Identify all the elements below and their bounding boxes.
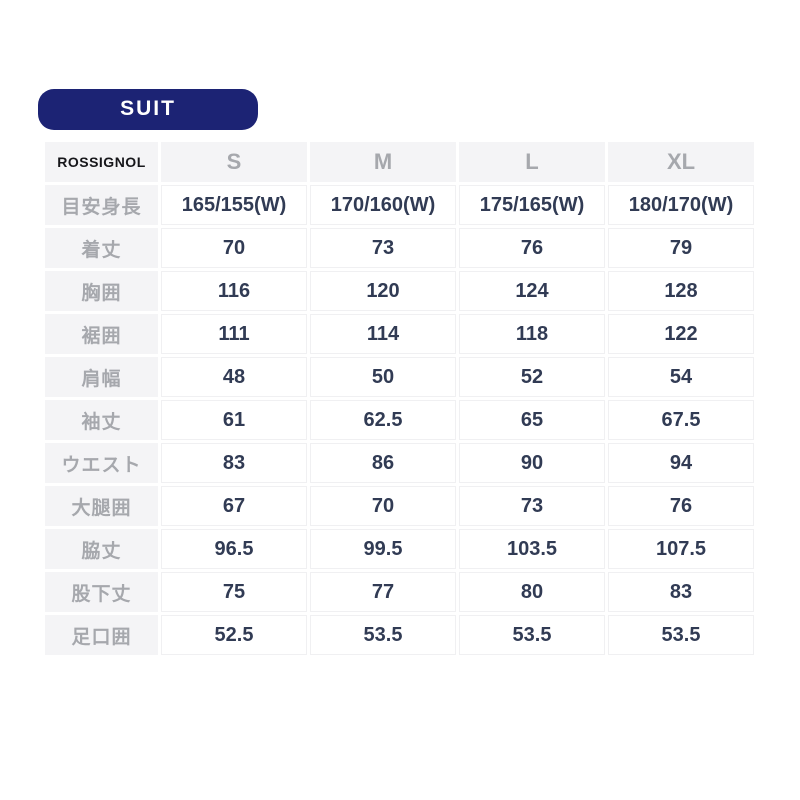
- measurement-row: 裾囲 111 114 118 122: [45, 314, 754, 354]
- measurement-row: 肩幅 48 50 52 54: [45, 357, 754, 397]
- measurement-value: 111: [161, 314, 307, 354]
- size-column-header: S: [161, 142, 307, 182]
- measurement-value: 124: [459, 271, 605, 311]
- measurement-value: 180/170(W): [608, 185, 754, 225]
- measurement-label: 目安身長: [45, 185, 158, 225]
- header-row: ROSSIGNOL S M L XL: [45, 142, 754, 182]
- size-chart-table: ROSSIGNOL S M L XL 目安身長 165/155(W) 170/160(W) 17…: [42, 139, 757, 658]
- measurement-value: 75: [161, 572, 307, 612]
- measurement-row: 着丈 70 73 76 79: [45, 228, 754, 268]
- measurement-row: 袖丈 61 62.5 65 67.5: [45, 400, 754, 440]
- measurement-value: 52.5: [161, 615, 307, 655]
- measurement-row: 大腿囲 67 70 73 76: [45, 486, 754, 526]
- measurement-label: ウエスト: [45, 443, 158, 483]
- measurement-value: 83: [608, 572, 754, 612]
- size-column-header: M: [310, 142, 456, 182]
- size-column-header: XL: [608, 142, 754, 182]
- measurement-value: 86: [310, 443, 456, 483]
- measurement-value: 79: [608, 228, 754, 268]
- measurement-value: 80: [459, 572, 605, 612]
- measurement-label: 肩幅: [45, 357, 158, 397]
- measurement-value: 94: [608, 443, 754, 483]
- measurement-value: 107.5: [608, 529, 754, 569]
- measurement-label: 大腿囲: [45, 486, 158, 526]
- measurement-label: 足口囲: [45, 615, 158, 655]
- measurement-value: 54: [608, 357, 754, 397]
- measurement-value: 65: [459, 400, 605, 440]
- measurement-value: 50: [310, 357, 456, 397]
- measurement-label: 着丈: [45, 228, 158, 268]
- measurement-label: 脇丈: [45, 529, 158, 569]
- suit-badge[interactable]: SUIT: [38, 89, 258, 130]
- size-column-header: L: [459, 142, 605, 182]
- measurement-label: 袖丈: [45, 400, 158, 440]
- measurement-value: 96.5: [161, 529, 307, 569]
- measurement-value: 70: [310, 486, 456, 526]
- measurement-value: 77: [310, 572, 456, 612]
- measurement-row: 脇丈 96.5 99.5 103.5 107.5: [45, 529, 754, 569]
- measurement-row: 胸囲 116 120 124 128: [45, 271, 754, 311]
- measurement-value: 70: [161, 228, 307, 268]
- brand-logo: ROSSIGNOL: [45, 142, 158, 182]
- measurement-value: 118: [459, 314, 605, 354]
- measurement-label: 胸囲: [45, 271, 158, 311]
- measurement-value: 53.5: [310, 615, 456, 655]
- suit-badge-label: SUIT: [120, 97, 176, 120]
- measurement-row: ウエスト 83 86 90 94: [45, 443, 754, 483]
- measurement-value: 53.5: [608, 615, 754, 655]
- measurement-value: 90: [459, 443, 605, 483]
- measurement-value: 165/155(W): [161, 185, 307, 225]
- measurement-value: 67: [161, 486, 307, 526]
- measurement-value: 99.5: [310, 529, 456, 569]
- measurement-value: 61: [161, 400, 307, 440]
- measurement-value: 128: [608, 271, 754, 311]
- measurement-row: 足口囲 52.5 53.5 53.5 53.5: [45, 615, 754, 655]
- measurement-label: 股下丈: [45, 572, 158, 612]
- measurement-label: 裾囲: [45, 314, 158, 354]
- measurement-value: 114: [310, 314, 456, 354]
- measurement-value: 116: [161, 271, 307, 311]
- measurement-value: 48: [161, 357, 307, 397]
- measurement-value: 73: [459, 486, 605, 526]
- measurement-row: 目安身長 165/155(W) 170/160(W) 175/165(W) 180/17…: [45, 185, 754, 225]
- measurement-value: 122: [608, 314, 754, 354]
- measurement-value: 67.5: [608, 400, 754, 440]
- measurement-row: 股下丈 75 77 80 83: [45, 572, 754, 612]
- measurement-value: 52: [459, 357, 605, 397]
- measurement-value: 73: [310, 228, 456, 268]
- measurement-value: 175/165(W): [459, 185, 605, 225]
- measurement-value: 120: [310, 271, 456, 311]
- measurement-value: 76: [459, 228, 605, 268]
- measurement-value: 76: [608, 486, 754, 526]
- measurement-value: 103.5: [459, 529, 605, 569]
- measurement-value: 53.5: [459, 615, 605, 655]
- measurement-value: 83: [161, 443, 307, 483]
- measurement-value: 62.5: [310, 400, 456, 440]
- measurement-value: 170/160(W): [310, 185, 456, 225]
